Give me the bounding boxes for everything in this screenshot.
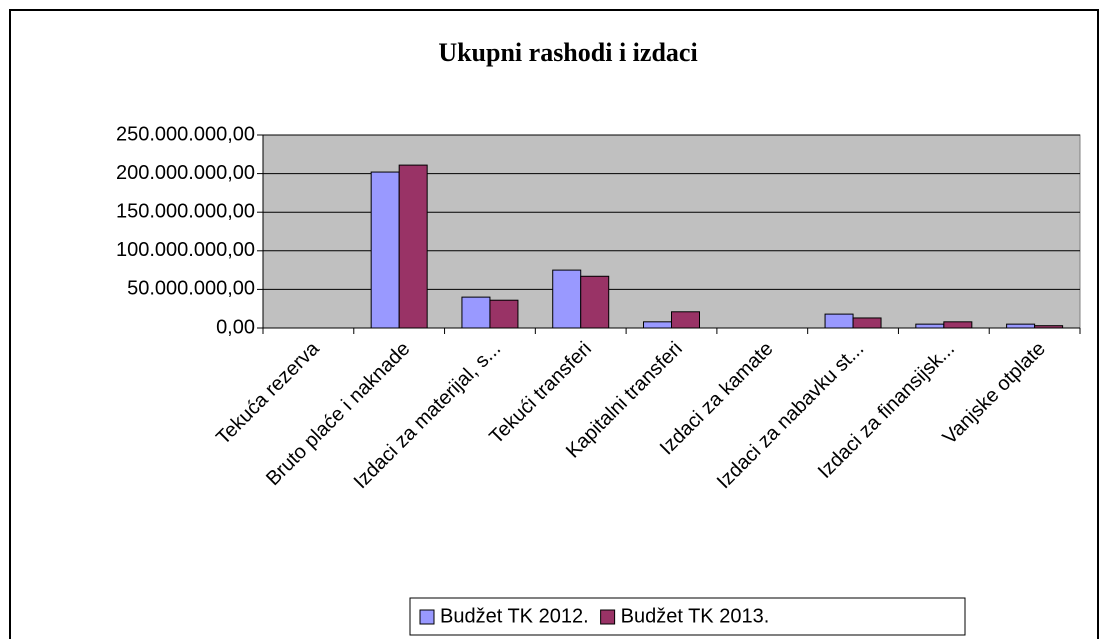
- bar: [915, 323, 945, 329]
- legend: [409, 597, 966, 636]
- bar: [671, 311, 700, 329]
- bar: [461, 296, 491, 329]
- legend-label: Budžet TK 2012.: [440, 605, 589, 627]
- y-tick-label: 0,00: [216, 316, 255, 338]
- y-tick-label: 150.000.000,00: [116, 200, 255, 222]
- legend-swatch: [600, 609, 616, 625]
- bar: [852, 317, 882, 329]
- bar: [370, 171, 400, 329]
- bar: [1006, 323, 1036, 329]
- y-tick-label: 50.000.000,00: [127, 278, 255, 300]
- bar: [489, 299, 519, 329]
- legend-label: Budžet TK 2013.: [621, 605, 770, 627]
- bar: [824, 313, 854, 329]
- y-tick-label: 250.000.000,00: [116, 123, 255, 145]
- bar: [943, 321, 973, 329]
- bar: [580, 275, 610, 329]
- bar: [552, 269, 582, 329]
- y-tick-label: 100.000.000,00: [116, 239, 255, 261]
- y-tick-label: 200.000.000,00: [116, 162, 255, 184]
- chart-title: Ukupni rashodi i izdaci: [438, 38, 697, 67]
- legend-swatch: [419, 609, 435, 625]
- bar: [398, 164, 428, 329]
- bar: [643, 321, 672, 329]
